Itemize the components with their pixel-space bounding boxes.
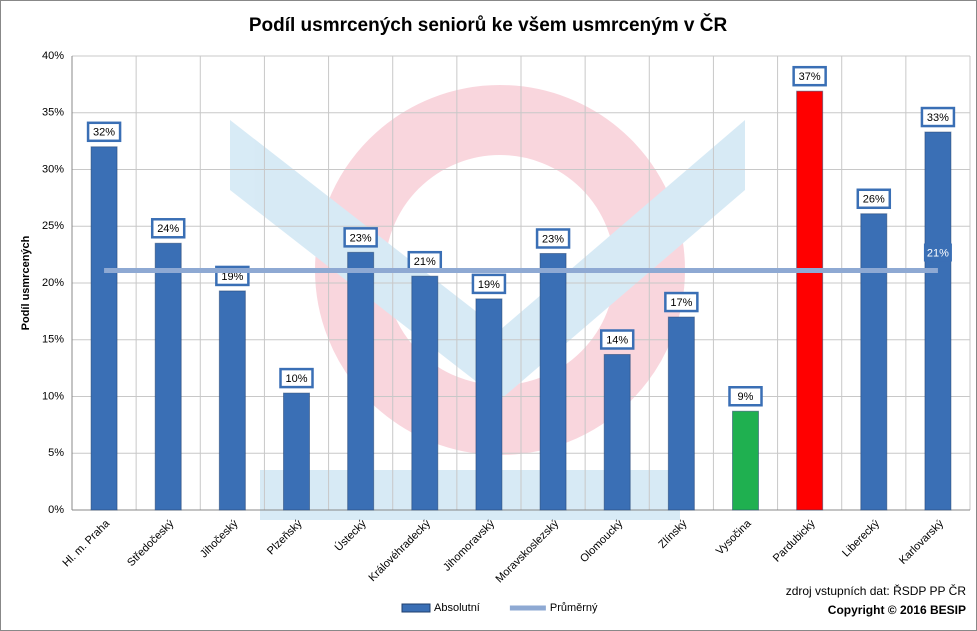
legend-swatch — [401, 603, 431, 613]
value-label: 23% — [350, 232, 372, 244]
bar — [347, 251, 375, 511]
bar — [90, 146, 118, 511]
value-label: 24% — [157, 223, 179, 235]
y-tick-label: 20% — [42, 277, 64, 289]
legend-label: Absolutní — [434, 602, 480, 614]
bar — [154, 242, 182, 511]
bar — [475, 298, 503, 511]
value-label: 33% — [927, 112, 949, 124]
bar — [283, 392, 310, 511]
value-label: 14% — [606, 334, 628, 346]
y-tick-label: 0% — [48, 504, 64, 516]
value-label: 19% — [478, 279, 500, 291]
y-tick-label: 15% — [42, 334, 64, 346]
legend-label: Průměrný — [550, 602, 598, 614]
value-label: 26% — [863, 194, 885, 206]
bar — [924, 131, 952, 511]
bar — [860, 213, 888, 511]
bar — [603, 354, 631, 511]
y-tick-label: 25% — [42, 220, 64, 232]
bar — [667, 316, 695, 511]
value-label-box — [920, 106, 956, 128]
y-tick-label: 40% — [42, 50, 64, 62]
y-tick-label: 30% — [42, 163, 64, 175]
value-label-box — [664, 291, 699, 313]
value-label: 21% — [927, 247, 949, 259]
value-label-box — [150, 218, 186, 239]
bar — [732, 410, 759, 511]
value-label: 23% — [542, 233, 564, 245]
value-label: 32% — [93, 127, 115, 139]
value-label-box — [279, 367, 314, 389]
source-note: zdroj vstupních dat: ŘSDP PP ČR — [786, 583, 967, 598]
y-axis-title: Podíl usmrcených — [20, 235, 32, 330]
y-tick-label: 10% — [42, 390, 64, 402]
value-label-box — [86, 121, 122, 143]
value-label-box — [792, 65, 827, 87]
value-label-box — [728, 386, 763, 407]
bar — [411, 275, 439, 511]
bar — [796, 90, 824, 511]
value-label-box — [471, 273, 507, 295]
value-label-box — [856, 188, 892, 210]
value-label: 9% — [738, 391, 754, 403]
value-label-box — [535, 228, 571, 249]
chart-title: Podíl usmrcených seniorů ke všem usmrcen… — [249, 14, 728, 36]
copyright: Copyright © 2016 BESIP — [828, 603, 966, 617]
value-label-box — [923, 243, 952, 262]
y-tick-label: 35% — [42, 107, 64, 119]
value-label: 37% — [799, 71, 821, 83]
bar — [218, 290, 246, 511]
value-label: 21% — [414, 256, 436, 268]
bar — [539, 252, 567, 511]
value-label-box — [343, 227, 378, 248]
value-label: 10% — [285, 373, 307, 385]
value-label: 19% — [221, 271, 243, 283]
value-label: 17% — [670, 297, 692, 309]
value-label-box — [599, 329, 635, 350]
y-tick-label: 5% — [48, 447, 64, 459]
